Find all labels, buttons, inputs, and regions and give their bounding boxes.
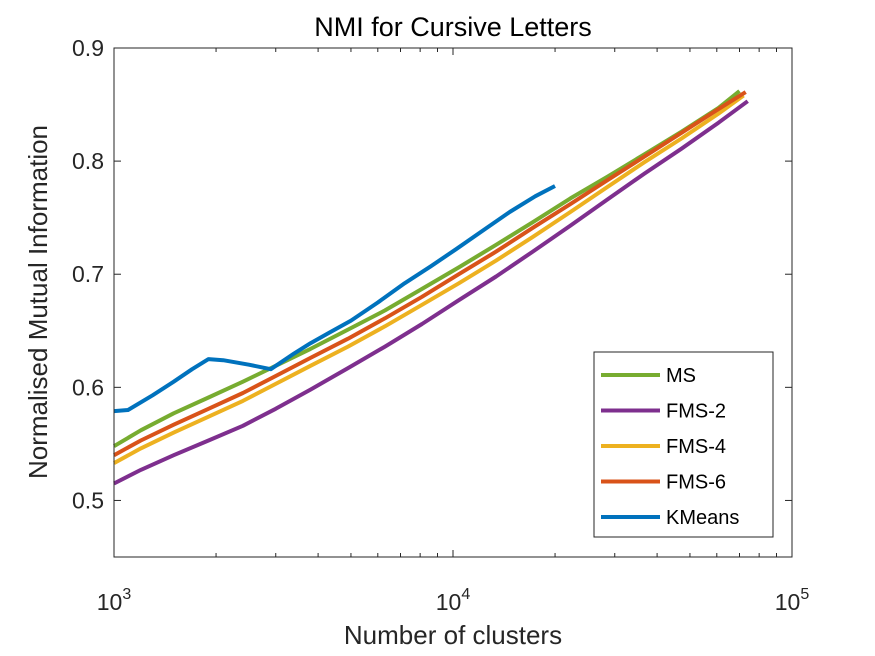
legend: MS FMS-2 FMS-4 FMS-6 KMeans: [593, 351, 774, 538]
x-tick-label-exponent: 3: [122, 586, 131, 603]
series-line-fms-6: [113, 90, 747, 457]
series-line-fms-4: [113, 93, 745, 465]
series-layer: [112, 89, 749, 486]
y-tick-label: 0.5: [72, 487, 104, 513]
x-tick-label: 104: [436, 586, 471, 615]
x-tick-label: 105: [775, 586, 810, 615]
x-tick-label: 103: [97, 586, 132, 615]
legend-label-ms: MS: [666, 365, 696, 387]
series-line-fms-2: [113, 99, 749, 486]
x-tick-label-exponent: 4: [461, 586, 470, 603]
x-tick-label-exponent: 5: [800, 586, 809, 603]
x-tick-label-base: 10: [97, 589, 123, 615]
legend-label-fms-6: FMS-6: [666, 472, 726, 494]
x-tick-label-base: 10: [436, 589, 462, 615]
series-line-kmeans: [113, 184, 556, 414]
legend-label-fms-2: FMS-2: [666, 401, 726, 423]
y-tick-label: 0.9: [72, 35, 104, 61]
legend-label-kmeans: KMeans: [666, 507, 739, 529]
x-tick-label-base: 10: [775, 589, 801, 615]
y-tick-label: 0.6: [72, 374, 104, 400]
x-axis-label: Number of clusters: [344, 620, 562, 650]
y-axis-label: Normalised Mutual Information: [23, 125, 53, 479]
y-tick-label: 0.7: [72, 261, 104, 287]
y-tick-label: 0.8: [72, 148, 104, 174]
chart-title: NMI for Cursive Letters: [314, 12, 592, 42]
legend-label-fms-4: FMS-4: [666, 436, 726, 458]
